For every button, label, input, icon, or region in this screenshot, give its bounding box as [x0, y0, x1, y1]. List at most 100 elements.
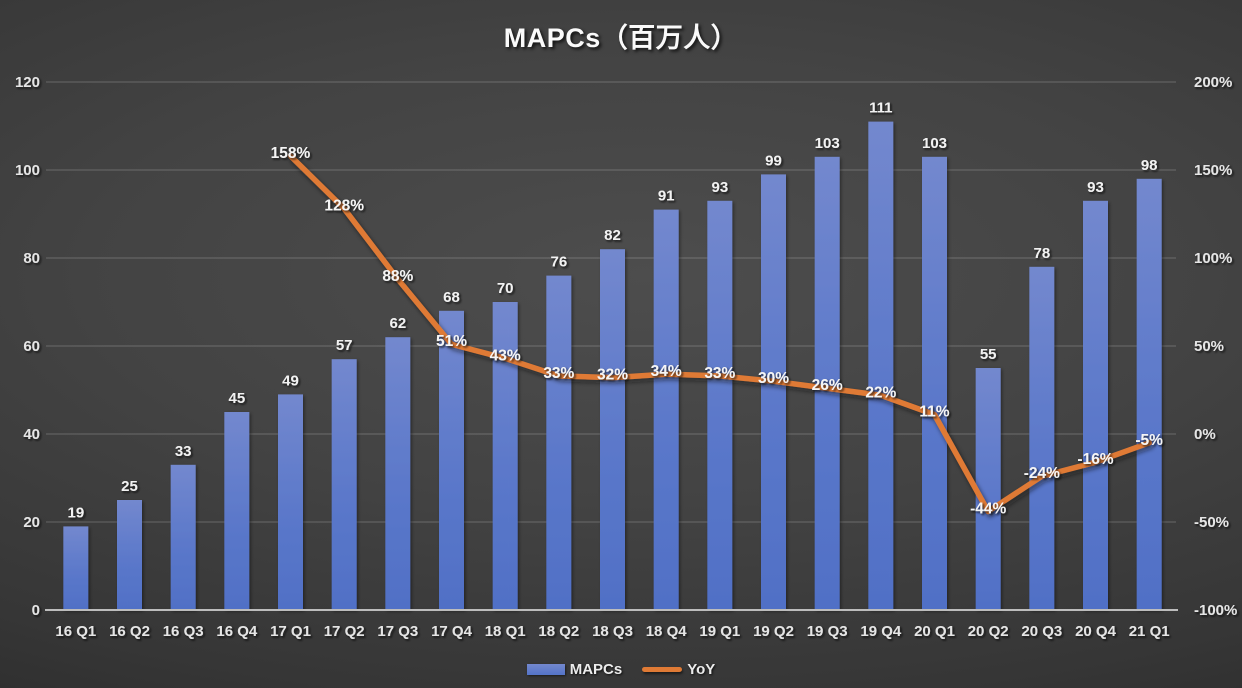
bar-label: 49: [282, 372, 299, 389]
bar-label: 91: [658, 188, 675, 205]
x-tick-label: 19 Q4: [860, 623, 902, 640]
bar: [63, 526, 89, 610]
bar: [224, 412, 250, 610]
bar: [922, 156, 947, 611]
x-tick-label: 18 Q4: [646, 623, 688, 640]
bar-label: 62: [389, 315, 406, 332]
legend-mapcs-label: MAPCs: [569, 661, 623, 678]
x-tick-label: 21 Q1: [1129, 623, 1170, 640]
x-tick-label: 17 Q2: [324, 623, 365, 640]
yoy-point-label: 32%: [597, 367, 628, 384]
mapcs-bar-swatch-icon: [526, 664, 565, 675]
bar-label: 93: [1087, 179, 1104, 196]
y-tick-label-left: 100: [15, 162, 40, 179]
bar-label: 19: [67, 504, 84, 521]
bar: [117, 500, 142, 610]
bar-label: 98: [1141, 157, 1158, 174]
x-tick-label: 17 Q1: [270, 623, 311, 640]
yoy-point-label: 158%: [271, 145, 311, 162]
x-tick-label: 20 Q1: [914, 623, 955, 640]
bar: [439, 310, 464, 610]
bar: [170, 464, 196, 610]
bar: [814, 156, 840, 611]
bar-label: 57: [336, 337, 353, 354]
yoy-point-label: 33%: [543, 365, 574, 382]
bar-label: 78: [1033, 245, 1050, 262]
y-tick-label-right: 0%: [1194, 426, 1216, 443]
y-tick-label-left: 40: [23, 426, 40, 443]
yoy-point-label: 51%: [436, 333, 467, 350]
x-tick-label: 17 Q4: [431, 623, 473, 640]
yoy-point-label: 88%: [382, 268, 413, 285]
y-tick-label-left: 0: [32, 602, 40, 619]
y-tick-label-right: -100%: [1194, 602, 1237, 619]
x-tick-label: 19 Q2: [753, 623, 794, 640]
bar-label: 76: [550, 254, 567, 271]
bar: [331, 359, 357, 610]
chart-title: MAPCs（百万人）: [503, 23, 739, 53]
bar: [761, 174, 786, 610]
legend-entry-yoy: YoY: [642, 661, 715, 678]
x-tick-label: 18 Q3: [592, 623, 633, 640]
bar-label: 45: [228, 390, 245, 407]
bar-label: 68: [443, 289, 460, 306]
bar-label: 82: [604, 227, 621, 244]
bar-label: 99: [765, 152, 782, 169]
x-tick-label: 16 Q2: [109, 623, 150, 640]
bar: [1083, 200, 1108, 611]
yoy-point-label: 26%: [812, 377, 843, 394]
x-tick-label: 18 Q2: [538, 623, 579, 640]
yoy-point-label: 34%: [651, 363, 682, 380]
yoy-line: [287, 153, 1152, 515]
y-tick-label-right: 100%: [1194, 250, 1232, 267]
legend-entry-mapcs: MAPCs: [526, 661, 623, 678]
bar: [653, 209, 679, 610]
x-tick-label: 20 Q3: [1021, 623, 1062, 640]
x-tick-label: 19 Q1: [699, 623, 740, 640]
x-tick-label: 17 Q3: [377, 623, 418, 640]
bar: [385, 337, 411, 610]
bar-label: 103: [815, 135, 840, 152]
y-tick-label-right: -50%: [1194, 514, 1229, 531]
y-tick-label-left: 80: [23, 250, 40, 267]
bar: [278, 394, 303, 610]
bar: [600, 249, 625, 610]
y-tick-label-left: 20: [23, 514, 40, 531]
yoy-point-label: 128%: [324, 198, 364, 215]
x-tick-label: 16 Q3: [163, 623, 204, 640]
y-tick-label-right: 50%: [1194, 338, 1224, 355]
yoy-point-label: -44%: [970, 500, 1006, 517]
x-tick-label: 18 Q1: [485, 623, 526, 640]
x-tick-label: 16 Q1: [55, 623, 96, 640]
bar-label: 25: [121, 478, 138, 495]
yoy-point-label: 43%: [490, 347, 521, 364]
bar-label: 103: [922, 135, 947, 152]
x-tick-label: 20 Q4: [1075, 623, 1117, 640]
bar: [868, 121, 894, 610]
bar-label: 55: [980, 346, 997, 363]
yoy-point-label: -16%: [1077, 451, 1113, 468]
y-tick-label-left: 60: [23, 338, 40, 355]
bar-label: 93: [711, 179, 728, 196]
bar: [1136, 178, 1162, 611]
x-tick-label: 20 Q2: [968, 623, 1009, 640]
legend: MAPCs YoY: [0, 661, 1242, 678]
y-tick-label-right: 150%: [1194, 162, 1232, 179]
bar-label: 33: [175, 443, 192, 460]
yoy-point-label: -5%: [1135, 432, 1163, 449]
bar-label: 111: [869, 100, 892, 117]
legend-yoy-label: YoY: [687, 661, 716, 678]
x-tick-label: 19 Q3: [807, 623, 848, 640]
yoy-point-label: 11%: [919, 404, 949, 421]
y-tick-label-left: 120: [15, 74, 40, 91]
bar: [975, 368, 1001, 610]
bar-label: 70: [497, 280, 514, 297]
bar: [1029, 266, 1055, 610]
x-tick-label: 16 Q4: [216, 623, 258, 640]
bar: [707, 200, 733, 611]
yoy-point-label: 22%: [865, 384, 896, 401]
yoy-point-label: 30%: [758, 370, 789, 387]
yoy-point-label: 33%: [704, 365, 735, 382]
